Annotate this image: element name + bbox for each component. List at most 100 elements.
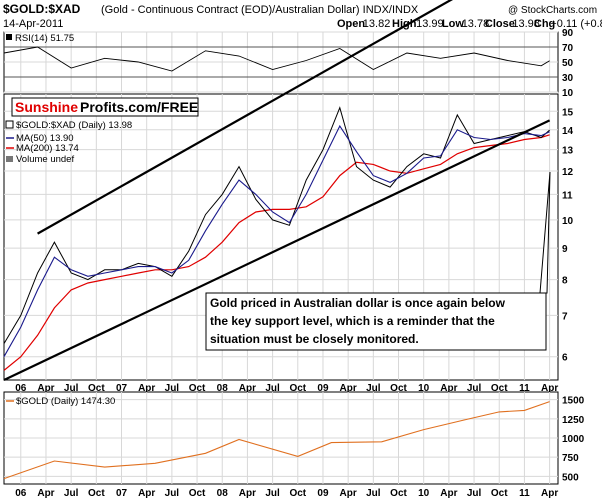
chart-symbol: $GOLD:$XAD — [3, 2, 81, 16]
price-legend-label: $GOLD:$XAD (Daily) 13.98 — [16, 120, 132, 131]
gold-tick-label: 1500 — [562, 396, 585, 407]
x-tick-label: 11 — [519, 488, 530, 499]
x-tick-label: Apr — [239, 383, 256, 394]
rsi-tick-label: 70 — [562, 43, 574, 54]
gold-tick-label: 1000 — [562, 434, 585, 445]
rsi-series-line — [3, 46, 550, 72]
brand-profits: Profits.com/FREE — [80, 99, 198, 115]
x-axis-labels-main: 06 Apr Jul Oct 07 Apr Jul Oct 08 Apr Jul Oct 09 Apr Ju… — [15, 383, 558, 394]
low-label: Low — [442, 18, 464, 30]
x-tick-label: Apr — [37, 488, 54, 499]
gold-tick-label: 750 — [562, 453, 579, 464]
close-label: Close — [485, 18, 515, 30]
rsi-tick-label: 50 — [562, 58, 574, 69]
y-tick-label: 13 — [562, 146, 574, 157]
x-tick-label: 07 — [116, 383, 128, 394]
rsi-tick-label: 10 — [562, 88, 574, 99]
x-tick-label: 08 — [217, 488, 229, 499]
x-tick-label: Apr — [340, 383, 357, 394]
upper-trendline — [37, 0, 454, 235]
x-tick-label: 08 — [217, 383, 229, 394]
high-value: 13.99 — [416, 18, 444, 30]
x-tick-label: Apr — [541, 383, 558, 394]
x-tick-label: Apr — [440, 488, 457, 499]
y-tick-label: 9 — [562, 244, 568, 255]
x-tick-label: Jul — [467, 488, 482, 499]
volume-legend-swatch — [6, 156, 13, 162]
x-tick-label: Oct — [390, 488, 407, 499]
y-tick-label: 7 — [562, 311, 568, 322]
x-tick-label: 06 — [15, 488, 27, 499]
open-label: Open — [337, 18, 365, 30]
x-tick-label: Oct — [491, 383, 508, 394]
x-tick-label: Jul — [467, 383, 482, 394]
annotation-line-3: situation must be closely monitored. — [210, 332, 419, 346]
x-tick-label: Apr — [37, 383, 54, 394]
x-tick-label: 10 — [418, 488, 430, 499]
close-value: 13.98 — [512, 18, 540, 30]
annotation-line-2: the key support level, which is a remind… — [210, 314, 495, 328]
rsi-panel: 90 70 50 30 10 RSI(14) 51.75 — [3, 28, 574, 99]
y-tick-label: 8 — [562, 276, 568, 287]
annotation-pointer — [539, 171, 551, 294]
x-tick-label: Oct — [189, 488, 206, 499]
chart-date: 14-Apr-2011 — [3, 18, 63, 30]
annotation-callout: Gold priced in Australian dollar is once… — [205, 171, 551, 351]
x-tick-label: Jul — [64, 488, 79, 499]
gold-tick-label: 1250 — [562, 415, 585, 426]
y-tick-label: 6 — [562, 353, 568, 364]
x-tick-label: Apr — [541, 488, 558, 499]
gold-series-line — [3, 401, 550, 480]
brand-box — [11, 97, 199, 117]
x-tick-label: Jul — [165, 488, 180, 499]
rsi-label: RSI(14) 51.75 — [15, 33, 74, 44]
x-tick-label: 09 — [317, 488, 329, 499]
watermark: @ StockCharts.com — [508, 5, 597, 16]
gold-panel: 1500 1250 1000 750 500 $GOLD (Daily) 1474.30 — [3, 391, 585, 485]
open-value: 13.82 — [363, 18, 391, 30]
x-tick-label: Jul — [366, 488, 381, 499]
rsi-tick-label: 90 — [562, 28, 574, 39]
x-tick-label: 11 — [519, 383, 530, 394]
x-tick-label: Apr — [138, 383, 155, 394]
ma200-line — [3, 134, 550, 371]
x-tick-label: Apr — [440, 383, 457, 394]
rsi-legend-swatch — [6, 34, 12, 40]
x-axis-labels-bottom: 06 Apr Jul Oct 07 Apr Jul Oct 08 Apr Jul Oct 09 Apr Ju… — [15, 488, 558, 499]
x-tick-label: Oct — [491, 488, 508, 499]
x-tick-label: 10 — [418, 383, 430, 394]
chg-label: Chg — [534, 18, 555, 30]
x-tick-label: Oct — [189, 383, 206, 394]
x-tick-label: Oct — [88, 383, 105, 394]
y-tick-label: 11 — [562, 190, 573, 201]
lower-trendline — [3, 119, 551, 381]
chg-value: +0.11 (+0.81%) — [550, 18, 602, 30]
annotation-line-1: Gold priced in Australian dollar is once… — [210, 296, 506, 310]
y-tick-label: 10 — [562, 216, 574, 227]
price-legend-swatch — [5, 120, 14, 129]
ma50-line — [3, 124, 550, 357]
y-tick-label: 14 — [562, 126, 574, 137]
price-panel: 6 7 8 9 10 11 12 13 14 15 Sunshine Profits.com/FR… — [3, 0, 574, 381]
x-tick-label: Jul — [64, 383, 79, 394]
x-tick-label: Apr — [340, 488, 357, 499]
brand-sunshine: Sunshine — [15, 99, 78, 115]
x-tick-label: 09 — [317, 383, 329, 394]
x-tick-label: 07 — [116, 488, 128, 499]
x-tick-label: Apr — [138, 488, 155, 499]
ma50-legend-label: MA(50) 13.90 — [16, 133, 74, 144]
x-tick-label: Jul — [366, 383, 381, 394]
y-tick-label: 12 — [562, 167, 574, 178]
ma200-legend-label: MA(200) 13.74 — [16, 143, 79, 154]
x-tick-label: Jul — [265, 383, 280, 394]
rsi-tick-label: 30 — [562, 73, 574, 84]
price-legend: $GOLD:$XAD (Daily) 13.98 MA(50) 13.90 MA… — [5, 120, 132, 165]
low-value: 13.78 — [462, 18, 490, 30]
x-tick-label: Oct — [289, 383, 306, 394]
gold-legend-label: $GOLD (Daily) 1474.30 — [16, 396, 115, 407]
y-tick-label: 15 — [562, 107, 574, 118]
x-tick-label: Jul — [265, 488, 280, 499]
x-tick-label: Oct — [289, 488, 306, 499]
ohlc-summary: Open 13.82 High 13.99 Low 13.78 Close 13… — [337, 18, 602, 30]
